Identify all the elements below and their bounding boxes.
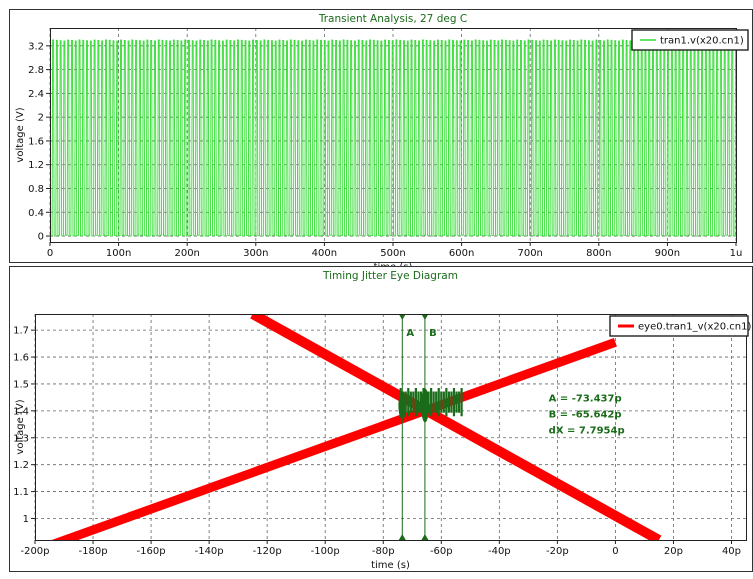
- y-tick-label: 0.4: [28, 208, 44, 219]
- x-tick-label: -80p: [372, 546, 395, 557]
- y-tick-label: 1.6: [28, 136, 44, 147]
- chart-panel-2: A B A = -73.437p B = -65.642p dX = 7.7954p -2…: [9, 266, 753, 572]
- x-tick-label: 40p: [722, 546, 741, 557]
- x-tick-label: 20p: [664, 546, 683, 557]
- y-tick-label: 0: [38, 232, 44, 243]
- plot-data: [51, 314, 662, 540]
- cursor-label-a: A: [406, 328, 414, 339]
- y-tick-label: 1.2: [28, 160, 44, 171]
- cursor-arrow-bottom-b: [421, 534, 429, 540]
- y-tick-label: 1.4: [13, 406, 29, 417]
- x-tick-label: 0: [47, 248, 53, 259]
- chart-panel-1: 0 100n 200n 300n 400n 500n 600n 700n 800n 900n 1u 0…: [9, 9, 753, 273]
- x-axis-label: time (s): [371, 560, 410, 571]
- x-tick-label: 900n: [655, 248, 680, 259]
- y-tick-label: 1: [23, 514, 29, 525]
- plot-data: [51, 39, 736, 237]
- x-tick-label: 200n: [174, 248, 199, 259]
- x-tick-label: -120p: [253, 546, 282, 557]
- x-tick-label: -60p: [430, 546, 453, 557]
- chart-title: Transient Analysis, 27 deg C: [318, 13, 467, 25]
- x-tick-label: 500n: [380, 248, 405, 259]
- cursor-arrow-top-a: [398, 314, 406, 320]
- y-tick-label: 1.3: [13, 433, 29, 444]
- cursor-annotation: dX = 7.7954p: [549, 425, 625, 436]
- legend: eye0.tran1_v(x20.cn1): [609, 315, 751, 337]
- y-tick-label: 2: [38, 113, 44, 124]
- x-tick-label: -100p: [311, 546, 340, 557]
- x-tick-label: 600n: [449, 248, 474, 259]
- x-tick-label: -20p: [546, 546, 569, 557]
- legend-box: [609, 315, 749, 337]
- y-axis-label: voltage (V): [15, 399, 26, 454]
- x-tick-label: 0: [612, 546, 618, 557]
- legend-label: eye0.tran1_v(x20.cn1): [638, 322, 751, 333]
- x-tick-label: 800n: [586, 248, 611, 259]
- cursor-label-b: B: [429, 328, 437, 339]
- series-line-tran1: [51, 39, 736, 237]
- x-tick-label: -180p: [79, 546, 108, 557]
- cursor-annotation: A = -73.437p: [549, 393, 622, 404]
- cursor-annotation: B = -65.642p: [549, 409, 622, 420]
- x-tick-label: -140p: [195, 546, 224, 557]
- x-tick-label: 300n: [243, 248, 268, 259]
- x-tick-label: 700n: [517, 248, 542, 259]
- legend: tran1.v(x20.cn1): [631, 29, 749, 51]
- y-tick-label: 2.4: [28, 89, 44, 100]
- cursor-arrow-top-b: [421, 314, 429, 320]
- x-tick-label: 100n: [106, 248, 131, 259]
- y-tick-label: 1.5: [13, 379, 29, 390]
- plot-border: [35, 314, 747, 541]
- x-tick-label: 400n: [312, 248, 337, 259]
- legend-label: tran1.v(x20.cn1): [660, 36, 744, 47]
- x-tick-label: -160p: [137, 546, 166, 557]
- y-tick-label: 1.7: [13, 326, 29, 337]
- cursor-arrow-bottom-a: [398, 534, 406, 540]
- y-tick-label: 0.8: [28, 184, 44, 195]
- series-falling-edge: [250, 314, 662, 540]
- y-tick-label: 1.1: [13, 487, 29, 498]
- legend-box: [631, 29, 749, 51]
- series-rising-edge: [51, 338, 617, 540]
- x-tick-label: 1u: [730, 248, 743, 259]
- y-tick-label: 2.8: [28, 65, 44, 76]
- chart-title: Timing Jitter Eye Diagram: [322, 270, 458, 282]
- y-tick-label: 1.2: [13, 460, 29, 471]
- y-tick-label: 1.6: [13, 353, 29, 364]
- x-tick-label: -200p: [20, 546, 49, 557]
- y-tick-label: 3.2: [28, 41, 44, 52]
- y-axis-label: voltage (V): [15, 107, 26, 162]
- x-tick-label: -40p: [488, 546, 511, 557]
